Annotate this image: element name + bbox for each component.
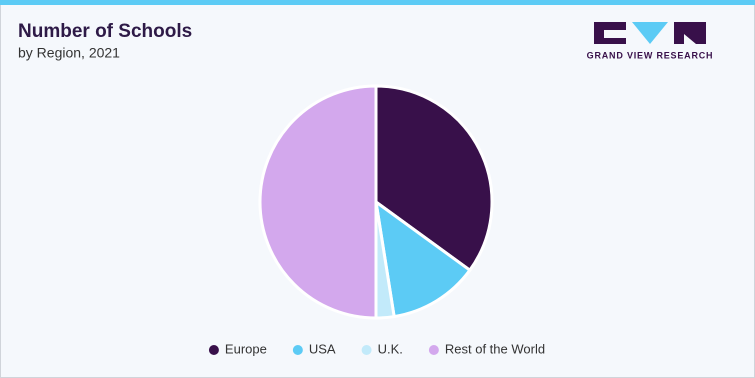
logo: GRAND VIEW RESEARCH xyxy=(587,22,714,60)
legend-label: Rest of the World xyxy=(445,341,545,356)
legend-marker xyxy=(361,345,372,355)
chart-title: Number of Schools xyxy=(18,21,192,42)
pie-slice xyxy=(258,84,378,320)
legend-marker xyxy=(208,345,219,355)
legend-marker xyxy=(428,345,439,355)
logo-shape xyxy=(632,22,668,44)
logo-text: GRAND VIEW RESEARCH xyxy=(587,50,714,60)
pie-slice xyxy=(373,198,472,319)
logo-shape xyxy=(674,22,706,44)
legend-marker xyxy=(292,345,303,355)
legend-label: USA xyxy=(309,341,336,356)
chart-subtitle: by Region, 2021 xyxy=(18,45,120,61)
legend-label: Europe xyxy=(225,341,267,356)
logo-shape xyxy=(594,22,626,44)
legend-label: U.K. xyxy=(378,341,403,356)
pie-slice xyxy=(374,84,494,273)
top-bar xyxy=(0,0,755,5)
